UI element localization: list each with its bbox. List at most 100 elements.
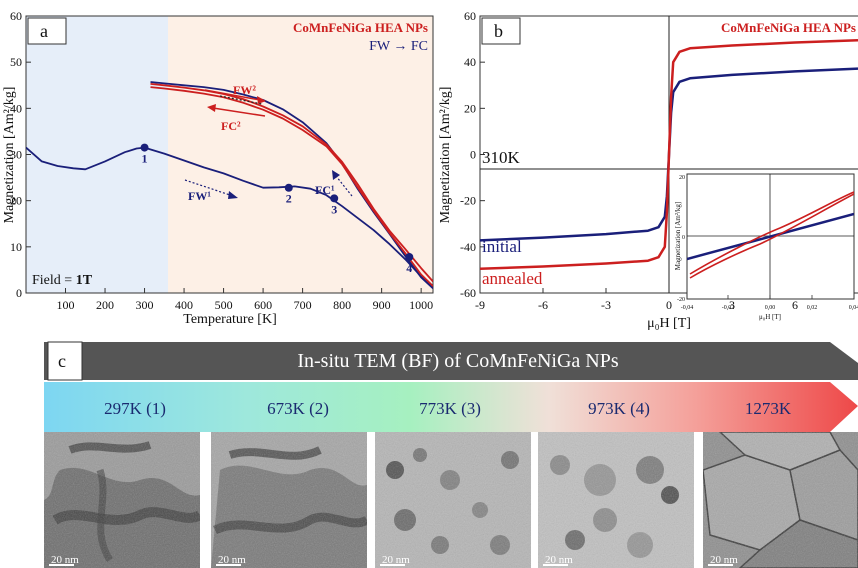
panel-a-title: CoMnFeNiGa HEA NPs (293, 20, 428, 35)
a-xtick-label: 400 (175, 298, 193, 312)
a-xtick-label: 700 (294, 298, 312, 312)
a-xtick-label: 600 (254, 298, 272, 312)
a-ytick-label: 20 (10, 194, 22, 208)
b-ytick-label: -20 (460, 194, 476, 208)
temp-label-1: 297K (1) (104, 399, 166, 418)
a-ytick-label: 50 (10, 55, 22, 69)
temp-label-4: 973K (4) (588, 399, 650, 418)
fw1-arrowhead (228, 191, 238, 199)
b-ytick-label: 60 (464, 9, 476, 23)
series-FC² (150, 86, 433, 287)
fc2-label: FC² (221, 119, 241, 133)
b-ytick-label: 40 (464, 55, 476, 69)
inset-ticks: -0,04 -0,02 0,00 0,02 0,04 20 0 -20 (677, 175, 858, 311)
tem-image-973k (538, 432, 694, 568)
scale-bar-2: 20 nm (218, 554, 246, 566)
a-xtick-label: 300 (136, 298, 154, 312)
field-label: Field = 1T (32, 273, 93, 288)
a-xtick-label: 200 (96, 298, 114, 312)
panel-a-curves (26, 81, 433, 290)
inset-ytick-label: 20 (679, 175, 685, 181)
temperature-label: 310K (482, 148, 521, 167)
inset-xtick-label: 0,00 (765, 305, 776, 311)
panel-a-xlabel: Temperature [K] (183, 312, 276, 327)
temp-label-2: 673K (2) (267, 399, 329, 418)
inset-ytick-label: 0 (682, 235, 685, 241)
inset-ylabel: Magnetization [Am²/kg] (674, 202, 682, 270)
scale-bar-4: 20 nm (545, 554, 573, 566)
point-label-1: 1 (142, 152, 148, 166)
point-label-4: 4 (406, 261, 412, 275)
panel-c-banner-arrow (44, 342, 858, 380)
b-ytick-label: -60 (460, 286, 476, 300)
panel-a: 100 200 300 400 500 600 700 800 900 1000 0 10 20 30 40… (2, 9, 434, 327)
series-FW² (150, 83, 433, 283)
point-1 (140, 143, 149, 152)
legend-initial: initial (482, 237, 522, 256)
panel-a-shade-low (26, 16, 168, 293)
panel-a-arrows (184, 89, 353, 199)
b-xtick-label: 3 (729, 298, 735, 312)
scale-bar-5: 20 nm (710, 554, 738, 566)
series-annealed (480, 38, 858, 271)
legend-annealed: annealed (482, 269, 543, 288)
scale-bar-3: 20 nm (382, 554, 410, 566)
b-xtick-label: -6 (538, 298, 548, 312)
tem-image-1273k (703, 432, 858, 568)
panel-c: In-situ TEM (BF) of CoMnFeNiGa NPs c 297… (44, 341, 858, 568)
fw2-label: FW² (233, 83, 256, 97)
point-3 (330, 194, 339, 203)
inset-annealed-lower (689, 193, 854, 279)
scale-bars: 20 nm 20 nm 20 nm 20 nm 20 nm (49, 554, 738, 566)
panel-b-xlabel: μ₀H [T] (647, 316, 691, 331)
panel-b: -9 -6 -3 0 3 6 -60 -40 -20 0 20 40 60 -0,04 -0,02 0,00… (438, 9, 858, 331)
series-FC¹ (150, 81, 433, 290)
fw2-arrow (204, 89, 261, 101)
fc1-label: FC¹ (315, 183, 335, 197)
inset-xlabel: μ₀H [T] (759, 313, 781, 321)
panel-a-label: a (40, 21, 48, 41)
a-xtick-label: 1000 (409, 298, 433, 312)
scale-bar-1: 20 nm (51, 554, 79, 566)
fc2-arrowhead (207, 104, 216, 112)
tem-image-773k (375, 432, 531, 568)
panel-a-subtitle: FW → FC (369, 39, 428, 54)
panel-c-label: c (58, 351, 66, 371)
panel-a-points: 1 2 3 4 (140, 143, 414, 275)
inset-plot: -0,04 -0,02 0,00 0,02 0,04 20 0 -20 Magnetizati… (674, 173, 858, 321)
fc2-arrow (212, 107, 266, 117)
point-2 (284, 183, 293, 192)
series-FW¹ (26, 146, 433, 287)
panel-a-axes: 100 200 300 400 500 600 700 800 900 1000 0 10 20 30 40… (10, 9, 433, 312)
point-4 (405, 252, 414, 261)
fc1-arrowhead (332, 170, 340, 180)
b-ytick-label: -40 (460, 240, 476, 254)
panel-b-title: CoMnFeNiGa HEA NPs (721, 20, 856, 35)
a-ytick-label: 60 (10, 9, 22, 23)
a-ytick-label: 40 (10, 101, 22, 115)
panel-b-ylabel: Magnetization [Am²/kg] (438, 87, 453, 224)
inset-annealed-upper (689, 191, 854, 275)
point-label-2: 2 (286, 192, 292, 206)
fw2-arrowhead (257, 96, 266, 104)
b-ytick-label: 20 (464, 101, 476, 115)
a-ytick-label: 10 (10, 240, 22, 254)
a-ytick-label: 30 (10, 148, 22, 162)
inset-xtick-label: 0,04 (849, 305, 858, 311)
inset-xtick-label: -0,04 (681, 305, 694, 311)
a-ytick-label: 0 (16, 286, 22, 300)
inset-initial-line (687, 212, 854, 261)
panel-a-shade-high (168, 16, 433, 293)
a-xtick-label: 100 (57, 298, 75, 312)
panel-c-label-box (47, 341, 83, 381)
temperature-gradient-arrow (44, 382, 858, 432)
panel-a-label-box (27, 17, 67, 45)
a-xtick-label: 800 (333, 298, 351, 312)
temp-label-5: 1273K (745, 399, 792, 418)
b-xtick-label: 6 (792, 298, 798, 312)
b-xtick-label: 0 (666, 298, 672, 312)
a-xtick-label: 500 (215, 298, 233, 312)
panel-a-ylabel: Magnetization [Am²/kg] (2, 87, 17, 224)
fw2-dots (219, 95, 263, 105)
